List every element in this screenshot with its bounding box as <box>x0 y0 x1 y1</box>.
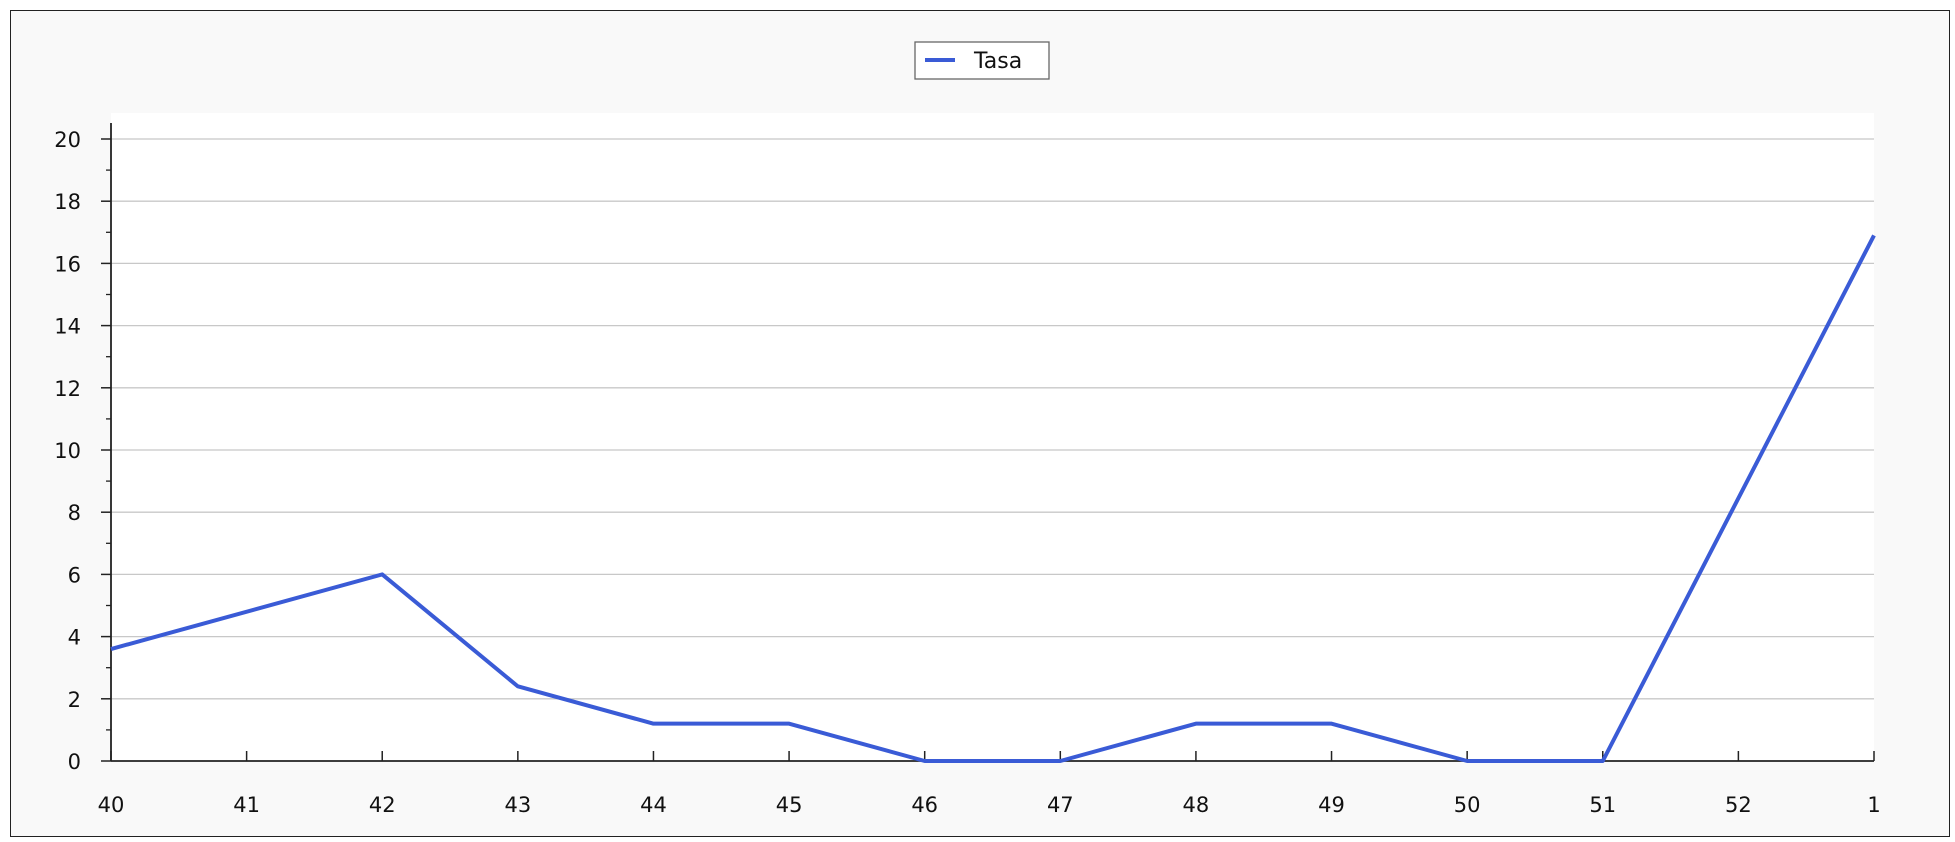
gridlines <box>111 138 1874 700</box>
x-tick-label: 44 <box>640 793 667 817</box>
chart-frame: Tasa 0 2 4 6 8 10 12 14 16 18 20 40 41 42 43 44 45 46 47 48… <box>10 10 1950 837</box>
plot-area <box>111 113 1874 761</box>
y-tick-label: 12 <box>54 377 81 401</box>
x-tick-label: 51 <box>1589 793 1616 817</box>
x-tick-label: 49 <box>1318 793 1345 817</box>
legend: Tasa <box>914 41 1050 80</box>
y-tick-label: 4 <box>68 626 81 650</box>
x-tick-label: 48 <box>1183 793 1210 817</box>
y-tick-label: 2 <box>68 688 81 712</box>
legend-label: Tasa <box>973 49 1022 74</box>
x-tick-label: 47 <box>1047 793 1074 817</box>
y-tick-label: 10 <box>54 439 81 463</box>
series-layer <box>110 234 1876 763</box>
x-tick-label: 52 <box>1725 793 1752 817</box>
y-tick-label: 18 <box>54 190 81 214</box>
y-tick-label: 8 <box>68 501 81 525</box>
series-line-tasa <box>110 234 1876 763</box>
y-tick-label: 6 <box>68 563 81 587</box>
x-tick-label: 42 <box>369 793 396 817</box>
x-tick-label: 40 <box>98 793 125 817</box>
x-tick-label: 41 <box>233 793 260 817</box>
x-tick-label: 46 <box>911 793 938 817</box>
x-tick-label: 1 <box>1867 793 1880 817</box>
x-tick-label: 43 <box>504 793 531 817</box>
y-tick-label: 20 <box>54 128 81 152</box>
y-tick-label: 0 <box>68 750 81 774</box>
x-tick-label: 50 <box>1454 793 1481 817</box>
y-tick-label: 14 <box>54 315 81 339</box>
y-tick-label: 16 <box>54 252 81 276</box>
x-tick-label: 45 <box>776 793 803 817</box>
